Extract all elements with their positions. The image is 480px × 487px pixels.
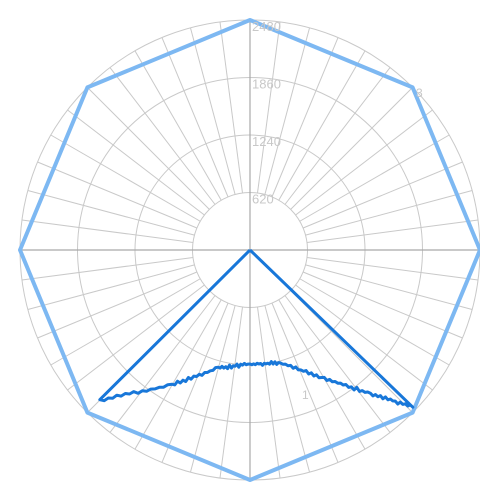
grid-spoke-5 xyxy=(296,110,433,215)
grid-spoke-41 xyxy=(285,296,390,433)
grid-spoke-7 xyxy=(285,68,390,205)
grid-spoke-14 xyxy=(190,28,235,195)
grid-spoke-9 xyxy=(272,38,338,197)
grid-spoke-46 xyxy=(306,265,473,310)
tick-label-1240: 1240 xyxy=(252,134,281,149)
grid-spoke-25 xyxy=(22,258,193,281)
grid-spoke-26 xyxy=(28,265,195,310)
grid-spoke-17 xyxy=(110,68,215,205)
grid-spoke-21 xyxy=(38,162,197,228)
grid-spoke-11 xyxy=(258,22,281,193)
grid-spoke-29 xyxy=(68,285,205,390)
grid-spoke-37 xyxy=(258,307,281,478)
grid-spoke-1 xyxy=(307,220,478,243)
grid-spoke-3 xyxy=(303,162,462,228)
point-label-1: 1 xyxy=(302,388,309,402)
grid-spoke-45 xyxy=(303,272,462,338)
grid-spoke-34 xyxy=(190,306,235,473)
grid-spoke-13 xyxy=(220,22,243,193)
grid-spoke-31 xyxy=(110,296,215,433)
point-label-3: 3 xyxy=(416,86,423,100)
grid-spoke-2 xyxy=(306,190,473,235)
tick-label-1860: 1860 xyxy=(252,77,281,92)
grid-spoke-19 xyxy=(68,110,205,215)
grid-spoke-15 xyxy=(162,38,228,197)
grid-spoke-22 xyxy=(28,190,195,235)
tick-label-2480: 2480 xyxy=(252,19,281,34)
grid-spoke-23 xyxy=(22,220,193,243)
grid-spoke-47 xyxy=(307,258,478,281)
tick-label-620: 620 xyxy=(252,192,274,207)
grid-spoke-10 xyxy=(265,28,310,195)
grid-spoke-35 xyxy=(220,307,243,478)
